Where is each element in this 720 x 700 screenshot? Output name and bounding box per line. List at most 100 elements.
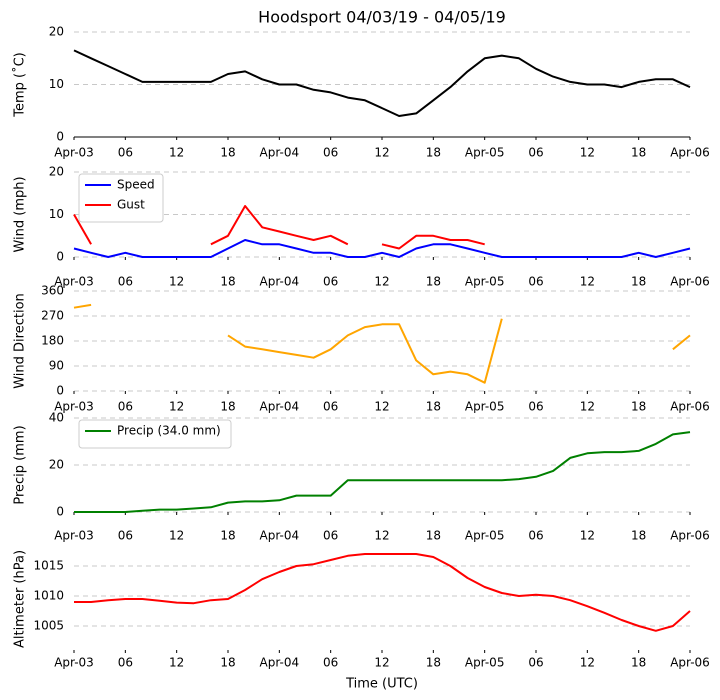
y-axis-label: Temp (˚C) — [12, 52, 28, 118]
x-tick-label: 06 — [528, 146, 543, 160]
x-tick-label: Apr-04 — [260, 275, 300, 289]
y-tick-label: 360 — [41, 284, 64, 298]
x-tick-label: 18 — [426, 275, 441, 289]
x-tick-label: 18 — [220, 146, 235, 160]
x-tick-label: 06 — [118, 275, 133, 289]
x-tick-label: 12 — [169, 529, 184, 543]
x-tick-label: 06 — [323, 146, 338, 160]
x-tick-label: 06 — [118, 529, 133, 543]
x-tick-label: Apr-06 — [670, 656, 710, 670]
x-tick-label: 06 — [323, 275, 338, 289]
x-tick-label: Apr-05 — [465, 275, 505, 289]
x-tick-label: 06 — [118, 146, 133, 160]
y-tick-label: 20 — [49, 165, 64, 179]
x-tick-label: Apr-04 — [260, 146, 300, 160]
x-tick-label: Apr-05 — [465, 529, 505, 543]
x-tick-label: 06 — [323, 400, 338, 414]
x-tick-label: 12 — [580, 275, 595, 289]
x-tick-label: 06 — [528, 400, 543, 414]
x-tick-label: 12 — [374, 275, 389, 289]
y-tick-label: 1005 — [33, 619, 64, 633]
y-tick-label: 1010 — [33, 589, 64, 603]
x-tick-label: 06 — [528, 275, 543, 289]
x-tick-label: Apr-03 — [54, 275, 94, 289]
x-tick-label: 12 — [580, 656, 595, 670]
y-tick-label: 10 — [49, 207, 64, 221]
x-tick-label: Apr-03 — [54, 146, 94, 160]
series-line — [74, 206, 690, 249]
x-tick-label: Apr-03 — [54, 656, 94, 670]
x-tick-label: 06 — [118, 400, 133, 414]
x-tick-label: Apr-06 — [670, 275, 710, 289]
y-axis-label: Altimeter (hPa) — [13, 550, 28, 648]
x-tick-label: 12 — [374, 656, 389, 670]
x-tick-label: Apr-06 — [670, 400, 710, 414]
y-tick-label: 20 — [49, 25, 64, 39]
x-axis-label: Time (UTC) — [345, 677, 418, 692]
y-axis-label: Wind (mph) — [13, 176, 28, 252]
series-line — [74, 553, 691, 632]
legend-label: Gust — [117, 198, 145, 212]
x-tick-label: 06 — [528, 529, 543, 543]
y-tick-label: 1015 — [33, 559, 64, 573]
legend-box — [78, 419, 232, 449]
series-line — [74, 431, 691, 513]
x-tick-label: Apr-04 — [260, 400, 300, 414]
x-tick-label: 12 — [580, 529, 595, 543]
y-tick-label: 0 — [56, 384, 64, 398]
x-tick-label: 18 — [426, 656, 441, 670]
x-tick-label: 12 — [374, 400, 389, 414]
x-tick-label: 06 — [118, 656, 133, 670]
chart-title: Hoodsport 04/03/19 - 04/05/19 — [258, 8, 506, 27]
x-tick-label: 18 — [220, 656, 235, 670]
x-tick-label: 18 — [220, 275, 235, 289]
x-tick-label: 12 — [169, 275, 184, 289]
y-tick-label: 90 — [49, 359, 64, 373]
y-tick-label: 40 — [49, 411, 64, 425]
y-tick-label: 10 — [49, 77, 64, 91]
y-axis-label: Wind Direction — [13, 293, 28, 389]
x-tick-label: 18 — [631, 656, 646, 670]
x-tick-label: 18 — [220, 529, 235, 543]
x-tick-label: Apr-04 — [260, 529, 300, 543]
x-tick-label: Apr-05 — [465, 656, 505, 670]
x-tick-label: 18 — [426, 400, 441, 414]
x-tick-label: 12 — [580, 400, 595, 414]
legend-label: Speed — [117, 178, 155, 192]
x-tick-label: 06 — [528, 656, 543, 670]
x-tick-label: 12 — [169, 400, 184, 414]
series-line — [73, 303, 691, 384]
series-line — [73, 49, 691, 117]
series-line — [73, 239, 691, 258]
x-tick-label: Apr-06 — [670, 146, 710, 160]
x-tick-label: Apr-05 — [465, 146, 505, 160]
x-tick-label: 18 — [631, 400, 646, 414]
legend-label: Precip (34.0 mm) — [117, 424, 221, 438]
x-tick-label: 12 — [169, 656, 184, 670]
x-tick-label: Apr-06 — [670, 529, 710, 543]
x-tick-label: Apr-03 — [54, 529, 94, 543]
y-tick-label: 0 — [56, 505, 64, 519]
x-tick-label: 18 — [631, 275, 646, 289]
x-tick-label: 12 — [374, 146, 389, 160]
x-tick-label: Apr-03 — [54, 400, 94, 414]
x-tick-label: 12 — [374, 529, 389, 543]
y-tick-label: 0 — [56, 130, 64, 144]
x-tick-label: 06 — [323, 529, 338, 543]
y-tick-label: 270 — [41, 309, 64, 323]
x-tick-label: 12 — [580, 146, 595, 160]
y-tick-label: 0 — [56, 250, 64, 264]
x-tick-label: 18 — [631, 529, 646, 543]
x-tick-label: 18 — [426, 529, 441, 543]
x-tick-label: Apr-05 — [465, 400, 505, 414]
y-tick-label: 180 — [41, 334, 64, 348]
x-tick-label: 18 — [631, 146, 646, 160]
x-tick-label: 18 — [426, 146, 441, 160]
x-tick-label: Apr-04 — [260, 656, 300, 670]
x-tick-label: 18 — [220, 400, 235, 414]
x-tick-label: 12 — [169, 146, 184, 160]
y-axis-label: Precip (mm) — [13, 425, 28, 504]
y-tick-label: 20 — [49, 458, 64, 472]
x-tick-label: 06 — [323, 656, 338, 670]
